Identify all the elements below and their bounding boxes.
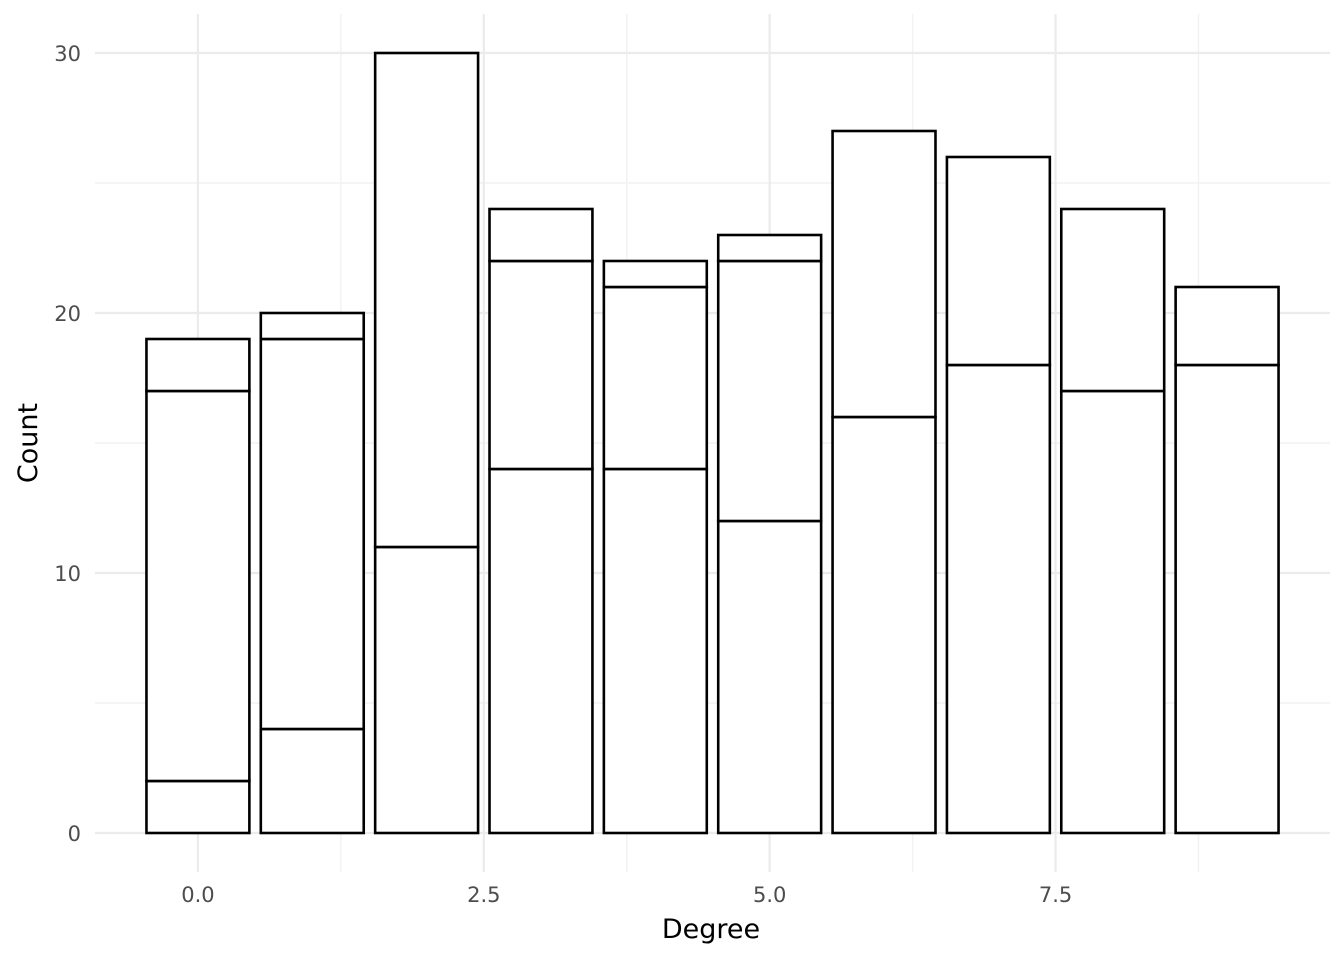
x-tick-label: 2.5	[467, 883, 500, 907]
bar-segment	[831, 129, 937, 419]
bar-segment	[488, 259, 594, 471]
bar-segment	[373, 545, 480, 835]
bar-segment	[716, 233, 823, 263]
y-tick-label: 0	[68, 822, 81, 846]
x-axis-title: Degree	[662, 914, 760, 945]
bar-segment	[373, 51, 480, 549]
bar-segment	[602, 467, 709, 835]
y-axis-title: Count	[13, 403, 44, 483]
bar-segment	[716, 259, 823, 523]
bar-segment	[945, 155, 1052, 367]
x-tick-label: 0.0	[181, 883, 214, 907]
bar-segment	[145, 337, 251, 393]
x-tick-label: 7.5	[1039, 883, 1072, 907]
bar-segment	[831, 415, 937, 835]
bar-segment	[1059, 207, 1166, 393]
bar-segment	[488, 467, 594, 835]
y-tick-labels: 0 10 20 30	[54, 42, 81, 846]
x-tick-labels: 0.0 2.5 5.0 7.5	[181, 883, 1072, 907]
x-tick-label: 5.0	[753, 883, 786, 907]
bar-segment	[145, 779, 251, 835]
y-tick-label: 30	[54, 42, 81, 66]
bar-segment	[259, 727, 366, 835]
bar-segment	[259, 337, 366, 731]
bar-segment	[1174, 363, 1280, 835]
bar-segment	[945, 363, 1052, 835]
bar-segment	[145, 389, 251, 783]
y-tick-label: 10	[54, 562, 81, 586]
y-tick-label: 20	[54, 302, 81, 326]
bar-segment	[1174, 285, 1280, 367]
bars	[145, 51, 1280, 835]
bar-segment	[716, 519, 823, 835]
bar-segment	[259, 311, 366, 341]
bar-segment	[488, 207, 594, 263]
bar-segment	[1059, 389, 1166, 835]
bar-segment	[602, 285, 709, 471]
bar-segment	[602, 259, 709, 289]
